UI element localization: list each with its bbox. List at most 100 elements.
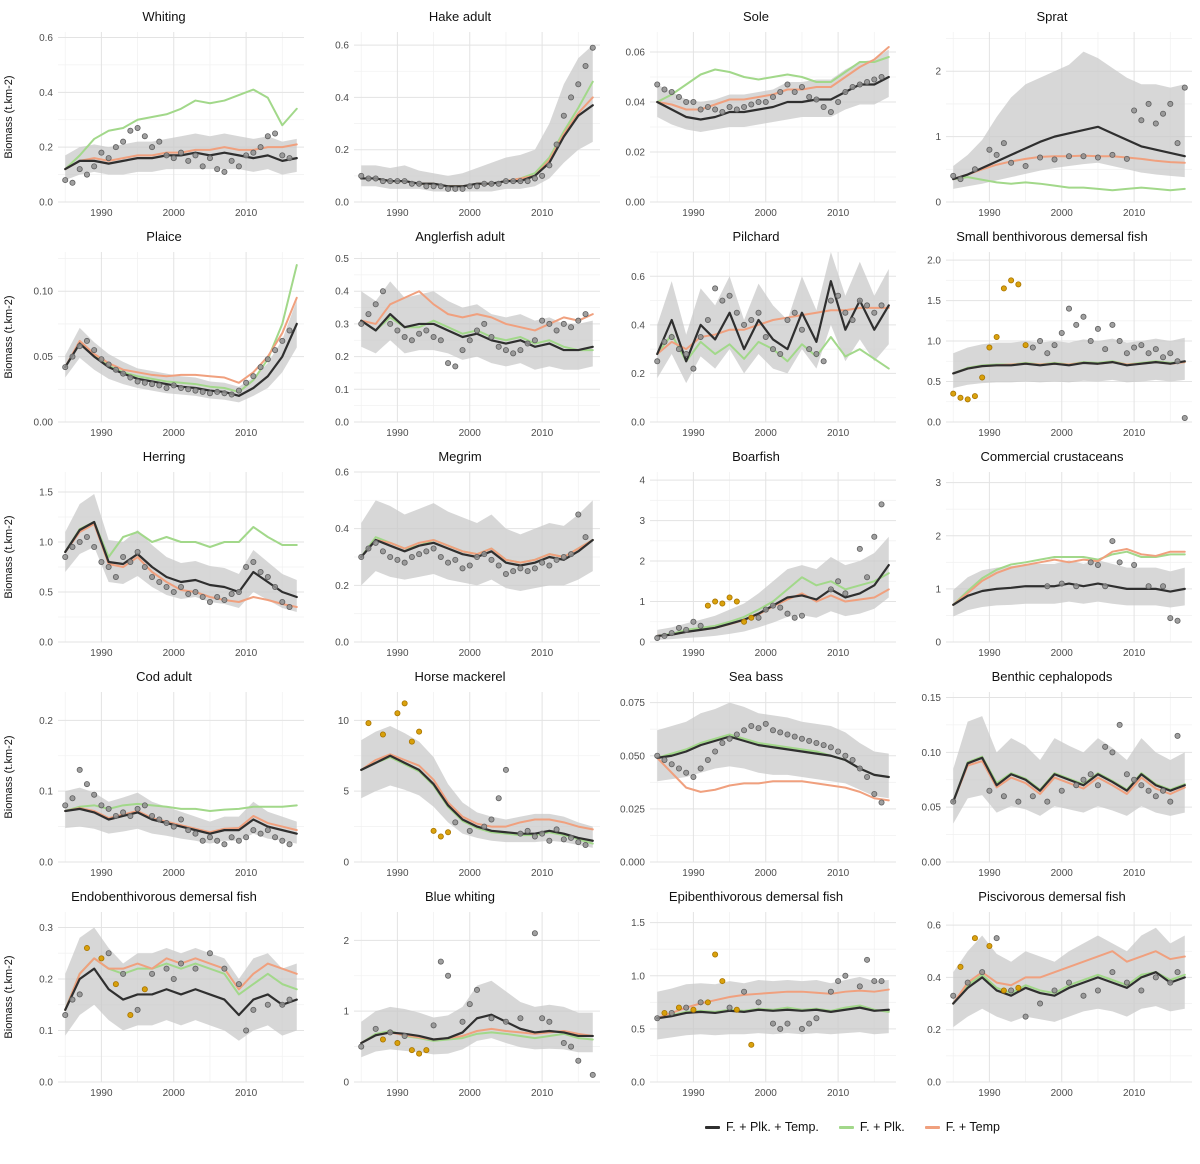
obs-point (539, 830, 546, 837)
obs-point (950, 992, 957, 999)
obs-point (98, 356, 105, 363)
obs-point (445, 559, 452, 566)
obs-point (120, 970, 127, 977)
line-f-temp (952, 548, 1186, 606)
obs-point (539, 1015, 546, 1022)
obs-point (228, 157, 235, 164)
obs-point (849, 84, 856, 91)
obs-point (185, 591, 192, 598)
obs-point (871, 533, 878, 540)
y-tick-label: 0.15 (922, 693, 942, 704)
obs-point (264, 356, 271, 363)
obs-point (668, 630, 675, 637)
line-f-plk-temp (952, 971, 1186, 1005)
obs-point (372, 1025, 379, 1032)
panel-title: Commercial crustaceans (980, 449, 1124, 464)
obs-point (408, 554, 415, 561)
obs-point (1087, 771, 1094, 778)
y-tick-label: 0.2 (39, 716, 53, 727)
obs-point (120, 370, 127, 377)
panel-plot: 0.0 0.2 0.4 0.6 1990 2000 2010 Biomass (t.km-2) (3, 32, 304, 219)
obs-point-orange (1000, 285, 1007, 292)
obs-point (206, 390, 213, 397)
chart-panel: Commercial crustaceans 0 1 2 3 1990 2000 2010 (904, 446, 1200, 666)
obs-point (141, 564, 148, 571)
y-tick-label: 0.0 (927, 418, 941, 429)
obs-point (575, 839, 582, 846)
obs-point-orange (950, 390, 957, 397)
obs-point (228, 834, 235, 841)
obs-point (264, 827, 271, 834)
y-tick-label: 2 (343, 936, 349, 947)
obs-point (733, 309, 740, 316)
y-tick-label: 0.4 (335, 287, 349, 298)
panel-plot: 0 1 2 3 1990 2000 2010 (935, 472, 1192, 659)
obs-point (575, 317, 582, 324)
obs-point (134, 1006, 141, 1013)
obs-point (452, 363, 459, 370)
obs-point (365, 175, 372, 182)
x-tick-label: 2010 (531, 648, 554, 659)
obs-point (459, 347, 466, 354)
obs-point (748, 317, 755, 324)
obs-point (784, 317, 791, 324)
obs-point (748, 101, 755, 108)
x-tick-label: 2010 (531, 1088, 554, 1099)
obs-point (979, 969, 986, 976)
obs-point (91, 163, 98, 170)
obs-point (149, 144, 156, 151)
obs-point-orange (430, 827, 437, 834)
obs-point (401, 334, 408, 341)
obs-point (784, 1020, 791, 1027)
obs-point (1152, 793, 1159, 800)
chart-panel: Whiting 0.0 0.2 0.4 0.6 1990 2000 2010 Biomass (… (0, 6, 312, 226)
y-tick-label: 2 (935, 67, 941, 78)
obs-point (264, 133, 271, 140)
obs-point (654, 81, 661, 88)
obs-point (524, 340, 531, 347)
obs-point-orange (127, 1012, 134, 1019)
obs-point (466, 562, 473, 569)
obs-point (864, 574, 871, 581)
obs-point (394, 178, 401, 185)
obs-point (481, 320, 488, 327)
obs-point (228, 391, 235, 398)
obs-point (141, 802, 148, 809)
obs-point (459, 1018, 466, 1025)
y-tick-label: 0.3 (39, 923, 53, 934)
obs-point (784, 610, 791, 617)
obs-point-orange (445, 829, 452, 836)
obs-point (279, 837, 286, 844)
obs-point (1109, 538, 1116, 545)
panel-plot: 0.0 0.5 1.0 1.5 2.0 1990 2000 2010 (927, 252, 1192, 439)
obs-point (272, 834, 279, 841)
obs-point (517, 178, 524, 185)
obs-point (1065, 153, 1072, 160)
obs-point (495, 180, 502, 187)
y-tick-label: 0.6 (631, 272, 645, 283)
y-tick-label: 0.2 (39, 143, 53, 154)
obs-point (568, 834, 575, 841)
y-tick-label: 3 (639, 516, 645, 527)
obs-point (878, 799, 885, 806)
y-tick-label: 0.1 (39, 1026, 53, 1037)
x-tick-label: 2010 (235, 428, 258, 439)
obs-point (769, 602, 776, 609)
obs-point (675, 624, 682, 631)
y-tick-label: 0 (935, 198, 941, 209)
obs-point (798, 1025, 805, 1032)
obs-point (243, 152, 250, 159)
x-tick-label: 1990 (90, 428, 113, 439)
obs-point (76, 539, 83, 546)
obs-point (495, 795, 502, 802)
obs-point (177, 960, 184, 967)
obs-point (1174, 358, 1181, 365)
y-tick-label: 0.0 (39, 858, 53, 869)
obs-point (481, 551, 488, 558)
obs-point (683, 626, 690, 633)
obs-point (856, 765, 863, 772)
obs-point-orange (712, 598, 719, 605)
obs-point (221, 390, 228, 397)
y-tick-label: 0.4 (335, 524, 349, 535)
obs-point (83, 171, 90, 178)
